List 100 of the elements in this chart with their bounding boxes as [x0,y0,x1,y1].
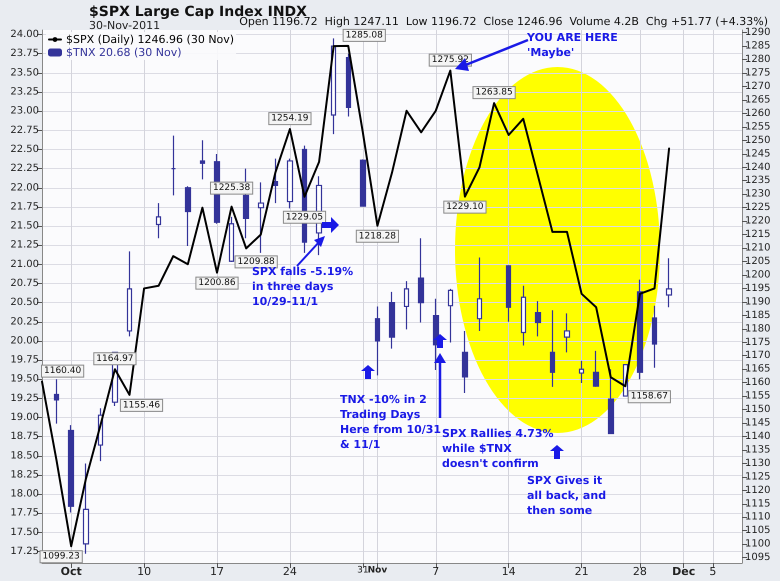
annotation: SPX Rallies 4.73% while $TNX doesn't confirm [442,426,554,471]
y-tick-label: 19.50 [10,374,39,385]
data-label: 1285.08 [346,30,384,40]
candlestick [126,250,132,337]
y2-tick-label: 1165 [745,364,770,375]
data-label: 1275.92 [432,55,469,66]
y2-tick-label: 1175 [745,336,770,348]
data-label: 1218.28 [358,231,396,242]
candlestick [578,360,584,384]
candlestick [608,368,614,434]
y-tick-label: 22.75 [10,124,39,136]
candlestick [418,238,424,324]
y-tick-label: 21.75 [10,201,39,212]
candlestick [564,312,570,354]
candlestick [258,182,264,254]
x-tick-label: 21 [574,565,589,578]
x-tick-label: 28 [632,565,647,578]
y2-tick-label: 1270 [745,81,770,92]
x-tick-label: Nov [368,566,388,576]
y-tick-label: 22.00 [10,182,39,194]
y-tick-label: 18.75 [10,431,39,442]
y-tick-label: 19.00 [10,412,39,423]
y-tick-label: 18.50 [10,450,39,462]
y-tick-label: 19.25 [10,392,39,404]
y-tick-label: 17.50 [10,526,39,538]
y2-tick-label: 1285 [745,40,770,52]
y2-tick-label: 1200 [745,269,770,280]
chart-subtitle: 30-Nov-2011 [89,19,160,32]
y-tick-label: 21.50 [10,220,39,232]
y-tick-label: 23.50 [10,67,39,78]
candlestick [286,158,294,210]
candlestick [506,264,512,322]
y2-tick-label: 1260 [745,108,770,119]
x-tick-label: 7 [432,565,440,578]
y2-tick-label: 1185 [745,310,770,321]
y-tick-label: 20.25 [10,316,39,328]
y2-tick-label: 1215 [745,229,770,240]
y2-tick-label: 1205 [745,256,770,268]
data-label: 1263.85 [475,88,513,98]
candlestick [520,285,526,346]
line-series [41,44,670,548]
y2-tick-label: 1095 [745,552,770,564]
y-tick-label: 20.00 [10,335,39,346]
y-tick-label: 18.25 [10,469,39,480]
y2-tick-label: 1145 [745,418,770,429]
data-label: 1200.86 [198,278,236,288]
x-tick-label: 5 [709,565,716,578]
y-tick-label: 20.75 [10,278,39,289]
data-label: 1209.88 [238,256,276,267]
y-tick-label: 17.75 [10,508,39,519]
candlestick [404,280,410,330]
candlestick [476,256,482,332]
y2-tick-label: 1230 [745,188,770,200]
y-tick-label: 21.25 [10,240,39,251]
data-label: 1099.23 [42,552,80,562]
x-tick-label: 14 [502,565,516,578]
y2-tick-label: 1170 [745,350,770,362]
y-tick-label: 23.25 [10,86,39,98]
y2-tick-label: 1105 [745,525,770,536]
candlestick [82,462,90,554]
y-tick-label: 18.00 [10,488,39,500]
y2-tick-label: 1250 [745,134,770,146]
y2-tick-label: 1235 [745,175,770,186]
candlestick [360,158,366,207]
legend-label: $TNX 20.68 (30 Nov) [66,46,182,59]
candlestick [184,186,192,247]
y-tick-label: 23.00 [10,106,39,117]
y2-tick-label: 1255 [745,121,770,132]
candlestick [652,305,658,368]
y2-tick-label: 1130 [745,458,770,469]
y2-tick-label: 1195 [745,282,770,294]
data-label: 1160.40 [44,366,82,376]
y-tick-label: 21.00 [10,258,39,270]
candlestick [592,350,600,388]
x-tick-label: Dec [672,565,696,578]
y2-tick-label: 1120 [745,484,770,496]
annotation: SPX Gives it all back, and then some [527,473,606,518]
annotation: SPX falls -5.19% in three days 10/29-11/1 [252,264,354,309]
candlestick [170,135,176,196]
y2-tick-label: 1245 [745,148,770,160]
y2-tick-label: 1180 [745,323,770,334]
y2-tick-label: 1275 [745,68,770,79]
y2-tick-label: 1160 [745,377,770,388]
y-tick-label: 20.50 [10,297,39,308]
data-label: 1158.67 [630,392,668,402]
x-tick-label: 10 [137,565,152,578]
y2-tick-label: 1150 [745,404,770,416]
x-tick-label: Oct [60,565,82,578]
y2-tick-label: 1135 [745,444,770,456]
candlestick [666,258,672,308]
candlestick [432,298,440,371]
x-tick-label: 24 [282,565,297,578]
candlestick [534,300,542,337]
data-label: 1229.10 [446,202,484,212]
y-tick-label: 23.75 [10,48,39,60]
y-tick-label: 24.00 [10,29,39,40]
candlestick [550,310,556,388]
annotation: YOU ARE HERE 'Maybe' [527,30,618,60]
candlestick [346,53,352,118]
data-label: 1155.46 [122,400,160,410]
